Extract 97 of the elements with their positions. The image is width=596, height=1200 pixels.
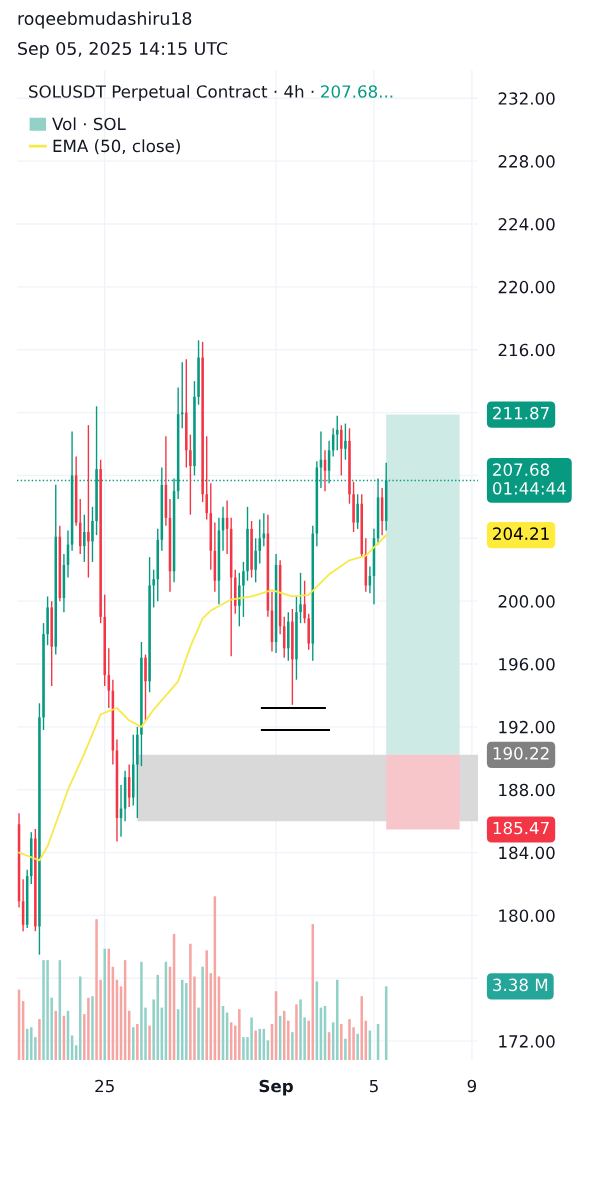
candlestick	[152, 569, 155, 609]
candlestick	[140, 641, 143, 767]
bar	[148, 1025, 151, 1060]
ref-line-label: 207.68 01:44:44	[492, 463, 566, 495]
text: 190.22	[493, 747, 549, 760]
y-tick-label: 216.00	[498, 343, 555, 357]
x-tick-label: 9	[467, 1079, 477, 1093]
bar	[344, 1038, 347, 1060]
bar	[258, 1028, 261, 1060]
candlestick	[258, 518, 261, 565]
x-tick-label: 5	[369, 1079, 378, 1093]
candlestick	[299, 572, 302, 624]
text: 185.47	[493, 821, 549, 835]
candlestick	[254, 537, 257, 583]
y-tick-label: 224.00	[498, 217, 555, 231]
text: roqeebmudashiru18	[18, 11, 192, 29]
candlestick	[189, 433, 192, 516]
candlestick	[303, 580, 306, 624]
candlestick	[295, 595, 298, 681]
bar	[335, 979, 339, 1060]
bar	[46, 960, 49, 1060]
candlestick	[340, 424, 343, 477]
text: 3.38 M	[493, 978, 548, 992]
bar	[254, 1030, 257, 1060]
candlestick	[148, 556, 151, 693]
candlestick	[242, 561, 245, 618]
bar	[287, 1020, 290, 1060]
bar	[291, 1032, 294, 1060]
bar	[136, 1023, 139, 1060]
candlestick	[42, 622, 45, 731]
line-series	[18, 534, 388, 862]
annotation: 207.68...	[321, 85, 393, 98]
bar	[42, 960, 45, 1060]
bar	[95, 919, 98, 1060]
candlestick	[356, 493, 359, 530]
candlestick	[201, 341, 204, 503]
bar	[295, 1004, 298, 1060]
y-tick-label: 200.00	[498, 595, 555, 608]
text: SOLUSDT Perpetual Contract · 4h ·	[29, 84, 314, 102]
candlestick	[335, 415, 339, 451]
bar	[205, 950, 208, 1060]
bar	[185, 983, 188, 1060]
candlestick	[38, 702, 41, 956]
y-tick-label: 192.00	[499, 720, 555, 734]
bar	[103, 948, 106, 1060]
legend-label: EMA (50, close)	[53, 139, 180, 155]
candlestick	[344, 422, 347, 461]
candlestick	[348, 427, 351, 505]
x-tick-label: Sep	[259, 1079, 293, 1096]
bar	[201, 966, 204, 1060]
candlestick	[238, 572, 241, 627]
y-tick-label: 188.00	[499, 783, 555, 797]
text: 211.87	[493, 406, 549, 420]
candlestick	[99, 459, 102, 624]
candlestick	[144, 653, 147, 722]
x-tick-label: 25	[95, 1079, 114, 1093]
bar	[340, 1023, 343, 1060]
y-tick-label: 180.00	[499, 909, 555, 922]
bar	[91, 996, 94, 1060]
text: 204.21	[493, 527, 549, 540]
bar	[242, 1037, 245, 1060]
bar	[348, 1019, 351, 1060]
bar	[360, 996, 363, 1060]
candlestick	[197, 339, 200, 406]
y-tick-label: 228.00	[498, 155, 555, 168]
y-tick-label: 184.00	[499, 846, 555, 860]
candlestick	[246, 506, 249, 582]
candlestick	[250, 520, 253, 579]
y-tick-label: 196.00	[499, 657, 555, 671]
bar	[140, 961, 143, 1060]
candlestick	[352, 481, 355, 533]
bar	[299, 999, 302, 1060]
bar	[132, 1027, 135, 1060]
candlestick	[83, 514, 86, 563]
bar	[307, 1020, 310, 1060]
bar	[54, 1010, 58, 1060]
y-tick-label: 172.00	[499, 1035, 555, 1048]
bar	[189, 943, 192, 1060]
bar	[238, 1009, 241, 1060]
bar	[30, 1027, 33, 1060]
candlestick	[87, 424, 90, 579]
bar	[38, 1019, 41, 1060]
bar	[156, 974, 160, 1060]
bar	[250, 1017, 253, 1060]
bar	[87, 997, 90, 1060]
candlestick	[34, 828, 37, 932]
legend-label: Vol · SOL	[52, 117, 126, 131]
y-tick-label: 220.00	[498, 280, 555, 294]
candlestick	[291, 608, 294, 706]
candlestick	[205, 435, 208, 521]
candlestick	[91, 506, 94, 563]
y-tick-label: 232.00	[498, 92, 555, 105]
candlestick	[136, 726, 139, 819]
bar	[356, 1033, 359, 1060]
candlestick	[193, 380, 196, 477]
text: Sep 05, 2025 14:15 UTC	[18, 41, 228, 59]
candlestick	[46, 595, 49, 646]
